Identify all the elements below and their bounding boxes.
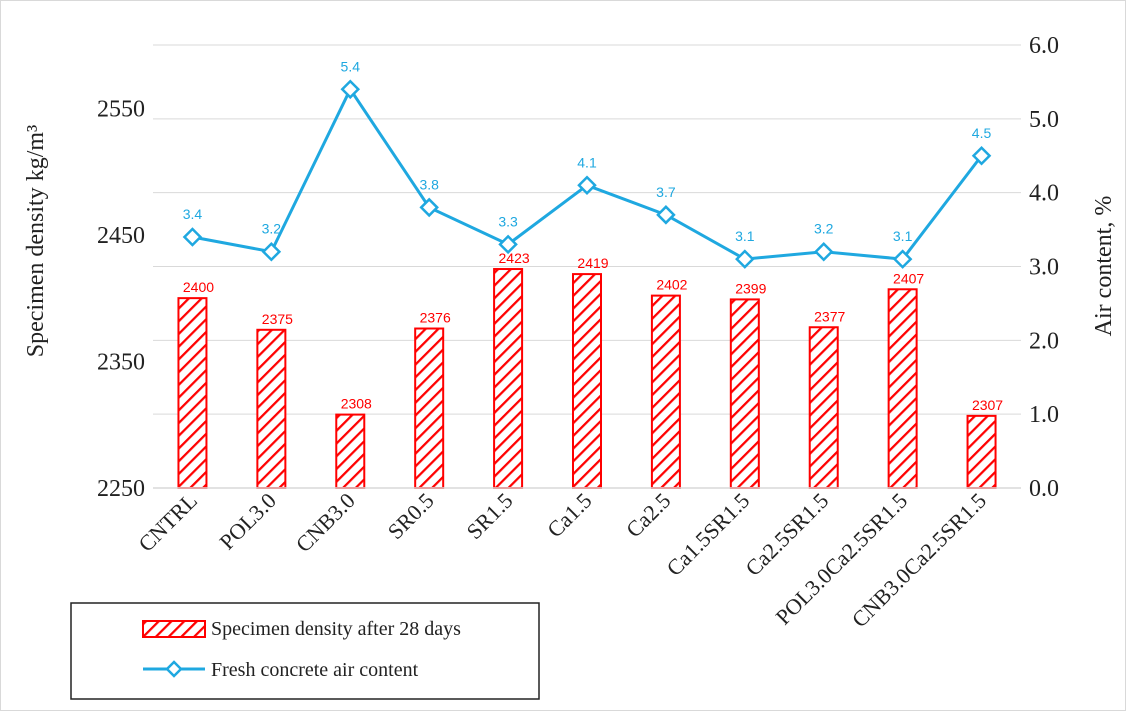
line-value-label: 3.8 [419, 176, 439, 192]
bar [414, 327, 445, 489]
y-right-axis-title: Air content, % [1091, 196, 1117, 337]
y-right-tick-label: 6.0 [1029, 33, 1059, 59]
x-tick-label: SR0.5 [383, 488, 439, 544]
bar [572, 273, 602, 490]
bar-value-label: 2376 [420, 310, 451, 326]
bar-value-label: 2377 [814, 308, 845, 324]
line-series [182, 79, 992, 269]
bar-value-label: 2423 [499, 250, 530, 266]
legend-swatch-bars [142, 620, 206, 638]
bar [808, 326, 839, 489]
legend-label-line: Fresh concrete air content [211, 659, 419, 681]
y-right-tick-label: 5.0 [1029, 107, 1059, 133]
line-value-label: 3.3 [498, 213, 518, 229]
bar [729, 298, 760, 489]
y-left-tick-label: 2550 [97, 96, 145, 122]
x-tick-label: CNB3.0Ca2.5SR1.5 [847, 488, 991, 632]
line-value-label: 3.2 [262, 221, 282, 237]
line-point [813, 241, 834, 262]
bar-value-label: 2307 [972, 397, 1003, 413]
bar-value-label: 2419 [577, 255, 608, 271]
line-point [735, 249, 755, 269]
bar-value-label: 2400 [183, 279, 214, 295]
y-left-tick-label: 2250 [97, 476, 145, 502]
bar-series [177, 268, 997, 490]
legend-box [70, 602, 540, 700]
y-left-tick-label: 2450 [97, 223, 145, 249]
line-value-label: 3.4 [183, 206, 203, 222]
bar [177, 297, 208, 489]
bar [650, 294, 681, 489]
bar [966, 414, 997, 489]
line-value-label: 4.1 [577, 154, 597, 170]
bar [493, 268, 524, 489]
line-value-label: 4.5 [972, 125, 992, 141]
line-value-label: 3.7 [656, 184, 676, 200]
x-tick-label: POL3.0 [214, 488, 281, 555]
line-point [419, 197, 439, 218]
bar-value-label: 2402 [656, 277, 687, 293]
y-left-tick-label: 2350 [97, 349, 145, 375]
bar-value-label: 2407 [893, 270, 924, 286]
x-tick-label: POL3.0Ca2.5SR1.5 [770, 488, 912, 630]
series-line [192, 86, 983, 261]
line-point [261, 241, 282, 262]
line-point [498, 234, 518, 255]
y-right-tick-label: 0.0 [1029, 476, 1059, 502]
line-point [182, 227, 203, 247]
bar [335, 413, 366, 489]
line-value-label: 5.4 [341, 58, 361, 74]
line-value-label: 3.1 [893, 228, 913, 244]
legend-label-bars: Specimen density after 28 days [211, 618, 461, 640]
line-value-label: 3.2 [814, 221, 834, 237]
y-right-tick-label: 2.0 [1029, 328, 1059, 354]
y-left-axis-title: Specimen density kg/m³ [23, 125, 49, 358]
bar-value-label: 2308 [341, 396, 372, 412]
y-right-tick-label: 4.0 [1029, 181, 1059, 207]
x-tick-label: Ca1.5 [542, 488, 596, 542]
x-tick-label: CNB3.0 [291, 488, 360, 557]
y-right-tick-label: 1.0 [1029, 402, 1059, 428]
line-value-label: 3.1 [735, 228, 755, 244]
line-point [340, 79, 361, 100]
line-point [892, 249, 913, 269]
data-labels: 2400 2375 2308 2376 2423 2419 2402 2399 2377 2407… [183, 58, 1004, 413]
y-right-tick-label: 3.0 [1029, 255, 1059, 281]
legend: Specimen density after 28 days Fresh con… [70, 602, 540, 700]
bar [256, 328, 287, 489]
x-tick-label: SR1.5 [461, 488, 517, 544]
bar-value-label: 2375 [262, 311, 293, 327]
line-point [577, 175, 597, 196]
line-point [656, 205, 676, 225]
bar [887, 288, 918, 490]
legend-swatch-marker [165, 660, 183, 678]
bar-value-label: 2399 [735, 280, 766, 296]
x-tick-label: Ca1.5SR1.5 [661, 488, 754, 581]
line-point [971, 145, 992, 166]
x-tick-label: Ca2.5 [621, 488, 675, 542]
